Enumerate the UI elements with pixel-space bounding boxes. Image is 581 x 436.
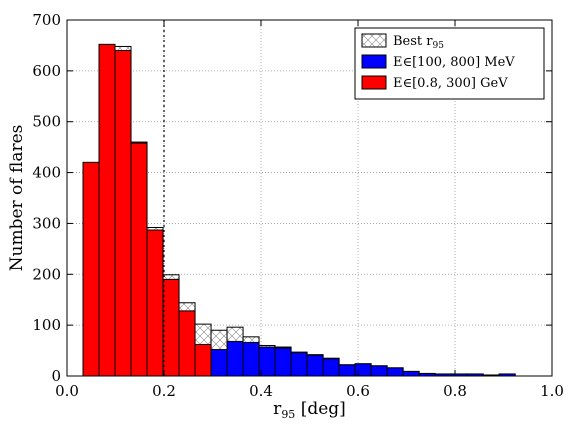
x-tick-label-0: 0.0 [55, 382, 79, 400]
legend-swatch-best [361, 33, 387, 48]
bar-low-energy-10 [242, 341, 260, 377]
y-tick-label-4: 400 [32, 164, 61, 182]
bar-high-energy-5 [162, 278, 180, 377]
bar-high-energy-7 [194, 343, 212, 377]
bar-low-energy-16 [338, 364, 356, 377]
bar-low-energy-14 [306, 354, 324, 377]
bar-low-energy-13 [290, 352, 308, 377]
x-tick-label-5: 1.0 [540, 382, 564, 400]
bar-high-energy-3 [130, 142, 148, 377]
axis-ticks: 0.0 0.2 0.4 0.6 0.8 1.0 0 100 200 300 400 500 600 700 [32, 11, 564, 400]
bar-low-energy-19 [386, 367, 404, 377]
high-energy-bars [82, 43, 212, 377]
legend-swatch-blue [361, 54, 387, 69]
y-axis-label: Number of flares [7, 125, 27, 272]
x-axis-label-sub: 95 [281, 408, 295, 421]
legend-label-best-main: Best r [393, 34, 433, 49]
x-tick-label-4: 0.8 [443, 382, 467, 400]
y-tick-label-5: 500 [32, 113, 61, 131]
legend: Best r95 E∈[100, 800] MeV E∈[0.8, 300] G… [354, 27, 545, 100]
legend-swatch-red [361, 75, 387, 90]
bar-low-energy-17 [354, 363, 372, 377]
legend-label-blue: E∈[100, 800] MeV [393, 55, 515, 70]
bar-high-energy-1 [98, 43, 116, 377]
bar-low-energy-18 [370, 365, 388, 377]
y-tick-label-6: 600 [32, 62, 61, 80]
bar-low-energy-9 [226, 340, 244, 377]
bar-high-energy-2 [114, 50, 132, 377]
plot-frame [66, 19, 553, 377]
x-axis-label-main: r [273, 399, 282, 419]
y-tick-label-0: 0 [51, 367, 61, 385]
bar-high-energy-6 [178, 310, 196, 377]
x-tick-label-1: 0.2 [152, 382, 176, 400]
bar-high-energy-0 [82, 161, 100, 377]
legend-label-best-sub: 95 [433, 41, 445, 51]
y-tick-label-2: 200 [32, 265, 61, 283]
y-tick-label-7: 700 [32, 11, 61, 29]
legend-label-red: E∈[0.8, 300] GeV [393, 76, 508, 91]
x-axis-label-rest: [deg] [295, 399, 346, 419]
bar-low-energy-20 [402, 370, 420, 377]
legend-label-best: Best r95 [393, 34, 444, 51]
bar-high-energy-4 [146, 229, 164, 377]
bar-low-energy-15 [322, 358, 340, 377]
grid-lines [67, 20, 552, 376]
bar-low-energy-8 [210, 349, 228, 377]
x-tick-label-2: 0.4 [249, 382, 273, 400]
y-tick-label-3: 300 [32, 214, 61, 232]
bar-low-energy-12 [274, 347, 292, 377]
y-tick-label-1: 100 [32, 316, 61, 334]
x-tick-label-3: 0.6 [346, 382, 370, 400]
x-axis-label: r95 [deg] [273, 399, 346, 421]
